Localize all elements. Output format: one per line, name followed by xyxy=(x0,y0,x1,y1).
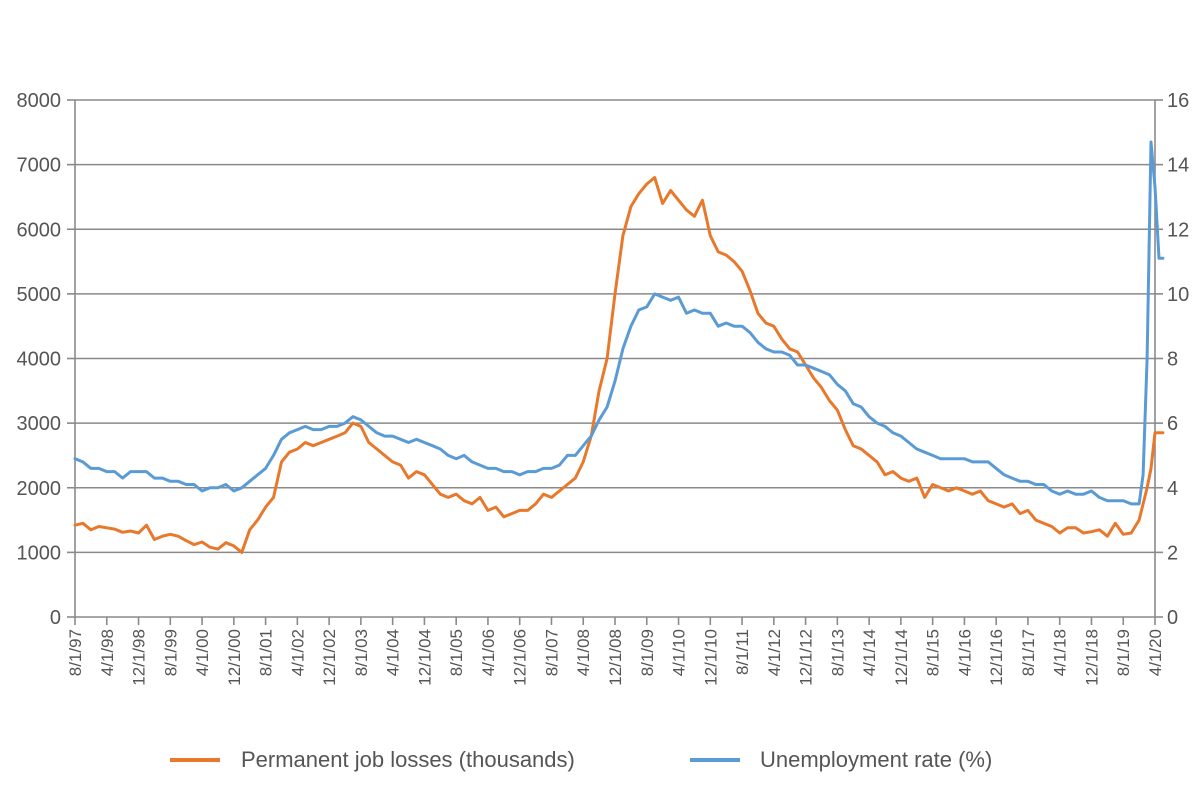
y-left-tick-label: 8000 xyxy=(17,90,62,112)
series-line-job-losses xyxy=(73,176,1165,554)
x-axis: 8/1/97 4/1/98 12/1/98 8/1/99 4/1/00 12/1/00 8/… xyxy=(66,617,1165,686)
y-right-tick-label: 8 xyxy=(1167,349,1178,371)
x-tick-label: 8/1/03 xyxy=(352,629,371,676)
x-tick-label: 8/1/99 xyxy=(161,629,180,676)
legend-label-job-losses: Permanent job losses (thousands) xyxy=(241,747,575,772)
legend-item-unemployment: Unemployment rate (%) xyxy=(690,747,992,772)
x-tick-label: 12/1/10 xyxy=(701,629,720,686)
y-right-tick-label: 0 xyxy=(1167,607,1178,629)
x-tick-label: 8/1/05 xyxy=(447,629,466,676)
x-tick-label: 4/1/20 xyxy=(1146,629,1165,676)
y-right-tick-label: 12 xyxy=(1167,219,1189,241)
y-left-tick-label: 0 xyxy=(50,607,61,629)
x-tick-label: 8/1/11 xyxy=(733,629,752,675)
x-tick-label: 12/1/04 xyxy=(415,629,434,686)
y-axis-left: 0 1000 2000 3000 4000 5000 6000 7000 8000 xyxy=(17,90,76,629)
x-tick-label: 4/1/12 xyxy=(765,629,784,676)
x-tick-label: 8/1/07 xyxy=(542,629,561,676)
x-tick-label: 12/1/12 xyxy=(797,629,816,686)
y-left-tick-label: 3000 xyxy=(17,413,62,435)
y-right-tick-label: 2 xyxy=(1167,542,1178,564)
gridlines xyxy=(75,99,1155,618)
x-tick-label: 12/1/00 xyxy=(225,629,244,686)
x-tick-label: 12/1/02 xyxy=(320,629,339,686)
series-line-unemployment xyxy=(73,140,1165,506)
x-tick-label: 4/1/08 xyxy=(574,629,593,676)
y-left-tick-label: 4000 xyxy=(17,349,62,371)
y-left-tick-label: 7000 xyxy=(17,155,62,177)
legend: Permanent job losses (thousands) Unemplo… xyxy=(170,747,992,772)
x-tick-label: 8/1/01 xyxy=(257,629,276,676)
x-tick-label: 4/1/04 xyxy=(384,629,403,676)
series-lines xyxy=(73,140,1165,554)
y-right-tick-label: 6 xyxy=(1167,413,1178,435)
x-tick-label: 12/1/14 xyxy=(892,629,911,686)
x-tick-label: 8/1/13 xyxy=(828,629,847,676)
x-tick-label: 4/1/14 xyxy=(860,629,879,676)
y-axis-right: 0 2 4 6 8 10 12 14 16 xyxy=(1154,90,1189,629)
x-tick-label: 4/1/98 xyxy=(98,629,117,676)
x-tick-label: 8/1/15 xyxy=(924,629,943,676)
y-right-tick-label: 16 xyxy=(1167,90,1189,112)
y-left-tick-label: 1000 xyxy=(17,542,62,564)
y-left-tick-label: 2000 xyxy=(17,478,62,500)
y-right-tick-label: 14 xyxy=(1167,155,1189,177)
y-right-tick-label: 10 xyxy=(1167,284,1189,306)
x-tick-label: 4/1/10 xyxy=(670,629,689,676)
x-tick-label: 12/1/18 xyxy=(1082,629,1101,686)
x-tick-label: 8/1/97 xyxy=(66,629,85,676)
y-left-tick-label: 6000 xyxy=(17,219,62,241)
legend-label-unemployment: Unemployment rate (%) xyxy=(760,747,992,772)
x-tick-label: 4/1/18 xyxy=(1051,629,1070,676)
x-tick-label: 12/1/06 xyxy=(511,629,530,686)
x-tick-label: 12/1/16 xyxy=(987,629,1006,686)
x-tick-label: 4/1/00 xyxy=(193,629,212,676)
legend-item-job-losses: Permanent job losses (thousands) xyxy=(170,747,575,772)
x-tick-label: 4/1/06 xyxy=(479,629,498,676)
x-tick-label: 12/1/98 xyxy=(130,629,149,686)
x-tick-label: 8/1/19 xyxy=(1114,629,1133,676)
x-tick-label: 12/1/08 xyxy=(606,629,625,686)
x-tick-label: 8/1/17 xyxy=(1019,629,1038,676)
x-tick-label: 4/1/16 xyxy=(955,629,974,676)
x-tick-label: 8/1/09 xyxy=(638,629,657,676)
x-tick-label: 4/1/02 xyxy=(288,629,307,676)
y-left-tick-label: 5000 xyxy=(17,284,62,306)
y-right-tick-label: 4 xyxy=(1167,478,1178,500)
